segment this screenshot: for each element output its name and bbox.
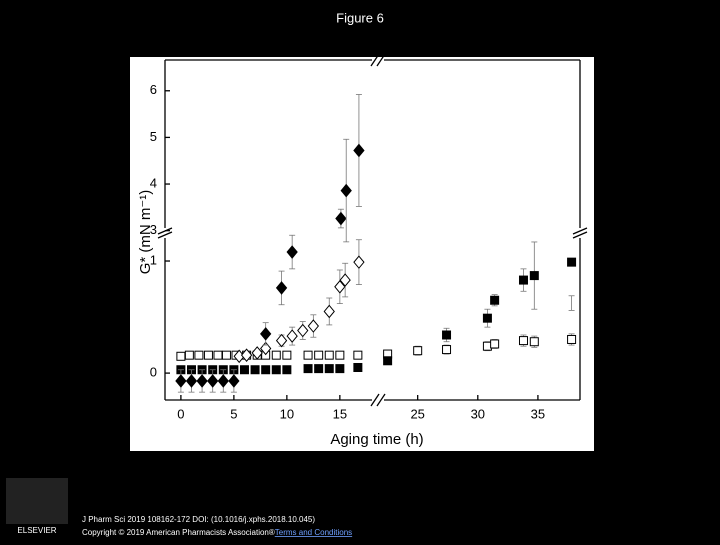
y-tick-label: 6 [150, 82, 157, 97]
point [482, 313, 492, 323]
point [353, 350, 363, 360]
y-axis-label: G* (mN m⁻¹) [137, 190, 154, 275]
axis-break [370, 53, 380, 67]
point [518, 275, 528, 285]
x-tick-label: 10 [280, 406, 294, 421]
error-bar [568, 295, 575, 311]
point [185, 374, 198, 388]
point [239, 365, 249, 375]
point [442, 330, 452, 340]
point [221, 350, 231, 360]
point [184, 350, 194, 360]
point [490, 339, 500, 349]
axis-break-gap [162, 228, 168, 238]
point [250, 365, 260, 375]
point [413, 346, 423, 356]
point [275, 333, 288, 348]
x-tick-label: 30 [471, 406, 485, 421]
point [314, 364, 324, 374]
point [307, 319, 320, 333]
point [260, 327, 272, 341]
point [196, 374, 208, 388]
point [194, 350, 204, 360]
point [567, 257, 577, 267]
point [529, 337, 539, 347]
point [303, 350, 313, 360]
point [286, 245, 298, 259]
point [207, 374, 219, 388]
point [297, 323, 309, 338]
axis-break [370, 393, 380, 407]
terms-link[interactable]: Terms and Conditions [275, 528, 352, 537]
x-tick-label: 25 [410, 406, 424, 421]
x-axis-label: Aging time (h) [330, 431, 423, 448]
point [334, 280, 346, 294]
logo-text: ELSEVIER [17, 526, 56, 535]
point [286, 329, 298, 343]
axis-break-gap [372, 57, 384, 63]
point [240, 348, 253, 362]
point [213, 350, 223, 360]
point [335, 350, 345, 360]
point [340, 183, 352, 198]
y-tick-label: 1 [150, 252, 157, 267]
point [261, 365, 271, 375]
figure-panel [130, 57, 594, 451]
axis-break [157, 231, 173, 239]
slide-title: Figure 6 [336, 10, 384, 25]
point [490, 295, 500, 305]
point [175, 374, 187, 388]
point [228, 374, 240, 388]
point [217, 374, 229, 388]
y-tick-label: 4 [150, 175, 157, 190]
point [353, 362, 363, 372]
logo: ELSEVIER [6, 478, 68, 535]
logo-tree [6, 478, 68, 524]
y-tick-label: 5 [150, 129, 157, 144]
point [203, 350, 213, 360]
y-tick-label: 3 [150, 222, 157, 237]
point [324, 364, 334, 374]
axis-break [572, 231, 588, 239]
axis-break [572, 227, 588, 235]
x-tick-label: 35 [531, 406, 545, 421]
point [353, 255, 365, 269]
axis-break [376, 53, 386, 67]
point [323, 304, 335, 319]
citation: J Pharm Sci 2019 108162-172 DOI: (10.101… [82, 515, 315, 524]
point [282, 365, 292, 375]
point [251, 346, 263, 360]
point [314, 350, 324, 360]
axis-break [376, 393, 386, 407]
x-tick-label: 5 [230, 406, 237, 421]
point [529, 271, 539, 281]
point [335, 364, 345, 374]
point [275, 281, 288, 295]
point [518, 336, 528, 346]
x-tick-label: 15 [333, 406, 347, 421]
point [383, 356, 393, 366]
point [303, 364, 313, 374]
axis-break-gap [577, 228, 583, 238]
point [339, 273, 351, 287]
axis-break-gap [372, 397, 384, 403]
copyright-text: Copyright © 2019 American Pharmacists As… [82, 528, 275, 537]
point [324, 350, 334, 360]
y-tick-label: 0 [150, 365, 157, 380]
point [442, 345, 452, 355]
copyright: Copyright © 2019 American Pharmacists As… [82, 528, 352, 537]
x-tick-label: 0 [177, 406, 184, 421]
point [567, 334, 577, 344]
point [271, 365, 281, 375]
point [271, 350, 281, 360]
point [176, 351, 186, 361]
point [353, 143, 365, 158]
point [335, 211, 347, 226]
point [282, 350, 292, 360]
